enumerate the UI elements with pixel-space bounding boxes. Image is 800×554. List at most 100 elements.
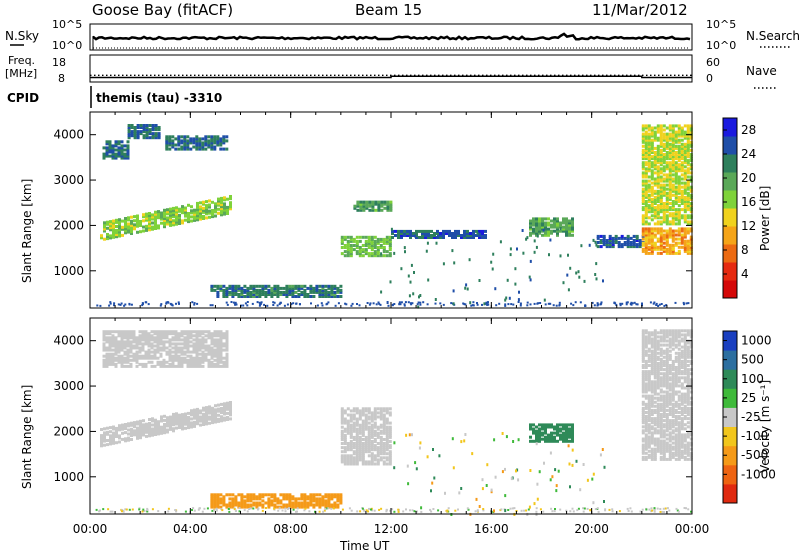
power-colorbar-tick-label: 16	[741, 195, 756, 209]
nsky-tick-bottom: 10^0	[52, 39, 82, 52]
power-colorbar-swatch	[723, 244, 737, 263]
velocity-colorbar-tick-label: 1000	[741, 334, 772, 348]
power-ytick-label: 2000	[53, 218, 84, 232]
time-axis: 00:00 04:00 08:00 12:00 16:00 20:00 00:00	[73, 112, 710, 536]
freq-panel: Freq. [MHz] 18 8 60 0 Nave	[5, 54, 777, 89]
velocity-colorbar-tick-label: 25	[741, 391, 756, 405]
power-colorbar-label: Power [dB]	[758, 186, 772, 251]
velocity-colorbar-tick-label: 100	[741, 372, 764, 386]
date-title: 11/Mar/2012	[592, 1, 688, 19]
power-colorbar-swatch	[723, 154, 737, 173]
power-colorbar-swatch	[723, 136, 737, 155]
time-tick-label: 12:00	[374, 522, 409, 536]
cpid-label: CPID	[7, 91, 39, 105]
power-echo-region	[596, 234, 645, 249]
velocity-colorbar-tick-label: -1000	[741, 467, 776, 481]
nsky-panel: N.Sky 10^5 10^0 10^5 10^0 N.Search	[5, 18, 800, 52]
cpid-row: CPID themis (tau) -3310	[7, 86, 222, 108]
nsky-line	[92, 32, 691, 41]
station-title: Goose Bay (fitACF)	[92, 1, 233, 19]
power-echo-region	[210, 284, 343, 298]
velocity-colorbar-tick-label: -25	[741, 410, 761, 424]
power-colorbar-tick-label: 12	[741, 219, 756, 233]
power-colorbar-swatch	[723, 118, 737, 137]
nave-label: Nave	[746, 64, 777, 78]
power-echo-region	[353, 200, 393, 212]
power-ytick-label: 3000	[53, 173, 84, 187]
power-scatter	[96, 227, 690, 309]
power-colorbar-swatch	[723, 226, 737, 245]
power-echo-region	[340, 235, 392, 258]
power-ylabel: Slant Range [km]	[20, 179, 34, 283]
velocity-ytick-label: 3000	[53, 379, 84, 393]
nsky-label: N.Sky	[5, 29, 39, 43]
velocity-colorbar-swatch	[723, 388, 737, 408]
velocity-colorbar-swatch	[723, 350, 737, 370]
time-tick-label: 08:00	[273, 522, 308, 536]
velocity-colorbar-swatch	[723, 464, 737, 485]
nave-tick-bottom: 0	[706, 72, 713, 85]
power-panel: 1000 2000 3000 4000 Slant Range [km]	[20, 111, 693, 309]
power-colorbar-tick-label: 8	[741, 243, 749, 257]
nsearch-label: N.Search	[746, 29, 800, 43]
power-ytick-label: 1000	[53, 264, 84, 278]
time-tick-label: 00:00	[675, 522, 710, 536]
power-colorbar-swatch	[723, 190, 737, 209]
velocity-echo-region	[102, 330, 229, 368]
time-axis-label: Time UT	[339, 539, 390, 553]
nsky-tick-top: 10^5	[52, 18, 82, 31]
freq-unit: [MHz]	[5, 67, 37, 80]
velocity-echo-region	[529, 423, 574, 443]
power-colorbar: 4 8 12 16 20 24 28	[722, 117, 756, 299]
power-echo-region	[102, 140, 130, 160]
velocity-colorbar-swatch	[723, 369, 737, 389]
time-tick-label: 20:00	[574, 522, 609, 536]
power-colorbar-tick-label: 24	[741, 147, 756, 161]
velocity-colorbar: 1000 500 100 25 -25 -100 -500 -1000	[722, 330, 776, 504]
power-colorbar-swatch	[723, 172, 737, 191]
velocity-colorbar-label: Velocity [m s⁻¹]	[758, 380, 772, 473]
power-colorbar-tick-label: 4	[741, 267, 749, 281]
freq-tick-bottom: 8	[58, 72, 65, 85]
power-echo-region	[391, 229, 487, 239]
power-colorbar-tick-label: 20	[741, 171, 756, 185]
power-colorbar-swatch	[723, 208, 737, 227]
velocity-echo-region	[210, 493, 343, 509]
velocity-echo-region	[100, 401, 232, 448]
power-ytick-label: 4000	[53, 128, 84, 142]
nsearch-tick-bottom: 10^0	[706, 39, 736, 52]
velocity-echo-region	[641, 329, 693, 461]
nave-line	[90, 75, 692, 79]
power-echo-region	[641, 227, 693, 255]
power-echo-region	[165, 135, 229, 151]
velocity-colorbar-tick-label: 500	[741, 353, 764, 367]
power-echo-region	[100, 195, 232, 241]
time-tick-label: 04:00	[173, 522, 208, 536]
power-colorbar-swatch	[723, 262, 737, 281]
velocity-ytick-label: 1000	[53, 470, 84, 484]
velocity-colorbar-tick-label: -500	[741, 448, 768, 462]
velocity-ytick-label: 2000	[53, 424, 84, 438]
velocity-panel: 1000 2000 3000 4000 Slant Range [km]	[20, 317, 693, 516]
freq-label: Freq.	[8, 54, 35, 67]
beam-title: Beam 15	[355, 1, 422, 19]
velocity-colorbar-tick-label: -100	[741, 429, 768, 443]
power-colorbar-tick-label: 28	[741, 123, 756, 137]
velocity-ytick-label: 4000	[53, 334, 84, 348]
freq-tick-top: 18	[52, 56, 66, 69]
velocity-scatter	[95, 432, 692, 516]
nsearch-tick-top: 10^5	[706, 18, 736, 31]
velocity-colorbar-swatch	[723, 483, 737, 504]
power-colorbar-swatch	[723, 280, 737, 299]
velocity-colorbar-swatch	[723, 445, 737, 466]
power-echo-region	[641, 124, 693, 226]
power-echo-region	[127, 124, 161, 140]
velocity-colorbar-swatch	[723, 331, 737, 351]
velocity-colorbar-swatch	[723, 407, 737, 427]
time-tick-label: 00:00	[73, 522, 108, 536]
velocity-ylabel: Slant Range [km]	[20, 385, 34, 489]
power-echo-region	[529, 217, 574, 237]
nave-tick-top: 60	[706, 56, 720, 69]
cpid-value: themis (tau) -3310	[96, 91, 222, 105]
